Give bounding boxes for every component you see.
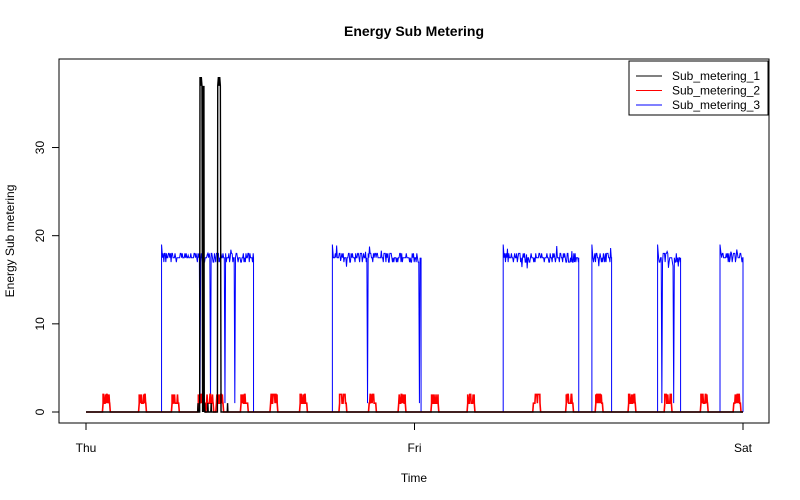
legend-label: Sub_metering_1 xyxy=(672,69,760,83)
y-tick-label: 0 xyxy=(33,408,47,415)
y-tick-label: 20 xyxy=(33,229,47,243)
x-tick-label: Sat xyxy=(734,441,753,455)
y-axis-title: Energy Sub metering xyxy=(3,185,17,298)
series-layer xyxy=(86,76,744,413)
series-sub-metering-3 xyxy=(86,244,744,413)
x-tick-label: Fri xyxy=(408,441,422,455)
legend: Sub_metering_1Sub_metering_2Sub_metering… xyxy=(628,60,769,116)
legend-label: Sub_metering_2 xyxy=(672,84,760,98)
series-sub-metering-1 xyxy=(86,76,743,413)
x-axis-title: Time xyxy=(401,471,428,485)
y-tick-label: 10 xyxy=(33,317,47,331)
series-sub-metering-2 xyxy=(86,393,743,413)
legend-label: Sub_metering_3 xyxy=(672,98,760,112)
axes-layer: 0 10 20 30 Thu Fri Sat xyxy=(33,141,753,455)
x-tick-label: Thu xyxy=(76,441,97,455)
legend-box xyxy=(628,60,769,116)
y-tick-label: 30 xyxy=(33,141,47,155)
chart-title: Energy Sub Metering xyxy=(344,23,484,39)
